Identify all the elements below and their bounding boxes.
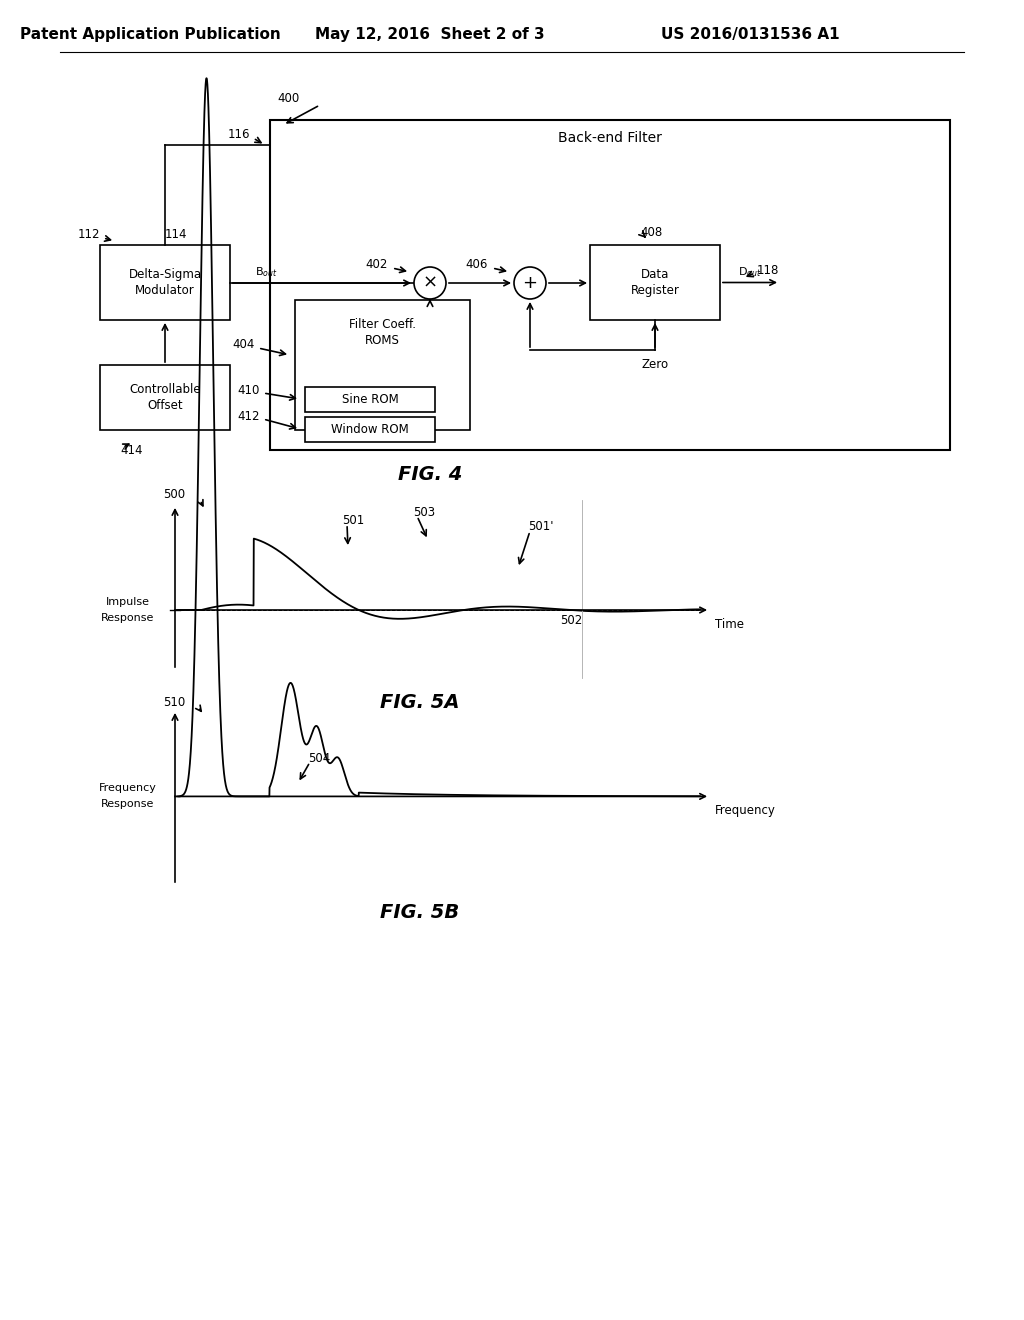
Text: FIG. 5A: FIG. 5A xyxy=(380,693,460,711)
Text: +: + xyxy=(522,275,538,292)
Text: Response: Response xyxy=(101,612,155,623)
Text: ×: × xyxy=(423,275,437,292)
Text: 504: 504 xyxy=(308,751,331,764)
Text: 501: 501 xyxy=(342,513,365,527)
Text: 118: 118 xyxy=(757,264,779,276)
Text: 502: 502 xyxy=(560,614,583,627)
FancyBboxPatch shape xyxy=(305,387,435,412)
Text: Register: Register xyxy=(631,284,680,297)
Circle shape xyxy=(514,267,546,300)
FancyBboxPatch shape xyxy=(100,246,230,319)
FancyBboxPatch shape xyxy=(100,366,230,430)
Text: Patent Application Publication: Patent Application Publication xyxy=(19,28,281,42)
FancyBboxPatch shape xyxy=(590,246,720,319)
Text: Frequency: Frequency xyxy=(99,783,157,793)
Circle shape xyxy=(414,267,446,300)
Text: Controllable: Controllable xyxy=(129,383,201,396)
Text: Time: Time xyxy=(715,618,744,631)
Text: 408: 408 xyxy=(640,226,663,239)
Text: 412: 412 xyxy=(238,409,260,422)
Text: Modulator: Modulator xyxy=(135,284,195,297)
Text: Data: Data xyxy=(641,268,670,281)
Text: Sine ROM: Sine ROM xyxy=(342,393,398,407)
Text: 410: 410 xyxy=(238,384,260,396)
Text: 112: 112 xyxy=(78,228,100,242)
Text: Offset: Offset xyxy=(147,399,183,412)
Text: Back-end Filter: Back-end Filter xyxy=(558,131,662,145)
Text: D$_{out}$: D$_{out}$ xyxy=(738,265,762,280)
Text: 400: 400 xyxy=(278,91,300,104)
Text: 404: 404 xyxy=(232,338,255,351)
Text: 503: 503 xyxy=(413,506,435,519)
Text: Zero: Zero xyxy=(641,359,669,371)
Text: FIG. 4: FIG. 4 xyxy=(397,466,462,484)
FancyBboxPatch shape xyxy=(295,300,470,430)
Text: Impulse: Impulse xyxy=(106,597,150,607)
FancyBboxPatch shape xyxy=(305,417,435,442)
Text: Frequency: Frequency xyxy=(715,804,776,817)
FancyBboxPatch shape xyxy=(270,120,950,450)
Text: Delta-Sigma: Delta-Sigma xyxy=(128,268,202,281)
Text: 114: 114 xyxy=(165,228,187,242)
Text: 510: 510 xyxy=(163,696,185,709)
Text: FIG. 5B: FIG. 5B xyxy=(380,903,460,921)
Text: 500: 500 xyxy=(163,488,185,502)
Text: Filter Coeff.: Filter Coeff. xyxy=(349,318,416,331)
Text: 501': 501' xyxy=(528,520,554,533)
Text: ROMS: ROMS xyxy=(366,334,400,346)
Text: 414: 414 xyxy=(120,444,142,457)
Text: 116: 116 xyxy=(227,128,250,141)
Text: May 12, 2016  Sheet 2 of 3: May 12, 2016 Sheet 2 of 3 xyxy=(315,28,545,42)
Text: Response: Response xyxy=(101,800,155,809)
Text: Window ROM: Window ROM xyxy=(331,422,409,436)
Text: 406: 406 xyxy=(466,259,488,272)
Text: B$_{out}$: B$_{out}$ xyxy=(255,265,278,279)
Text: US 2016/0131536 A1: US 2016/0131536 A1 xyxy=(660,28,840,42)
Text: 402: 402 xyxy=(366,259,388,272)
